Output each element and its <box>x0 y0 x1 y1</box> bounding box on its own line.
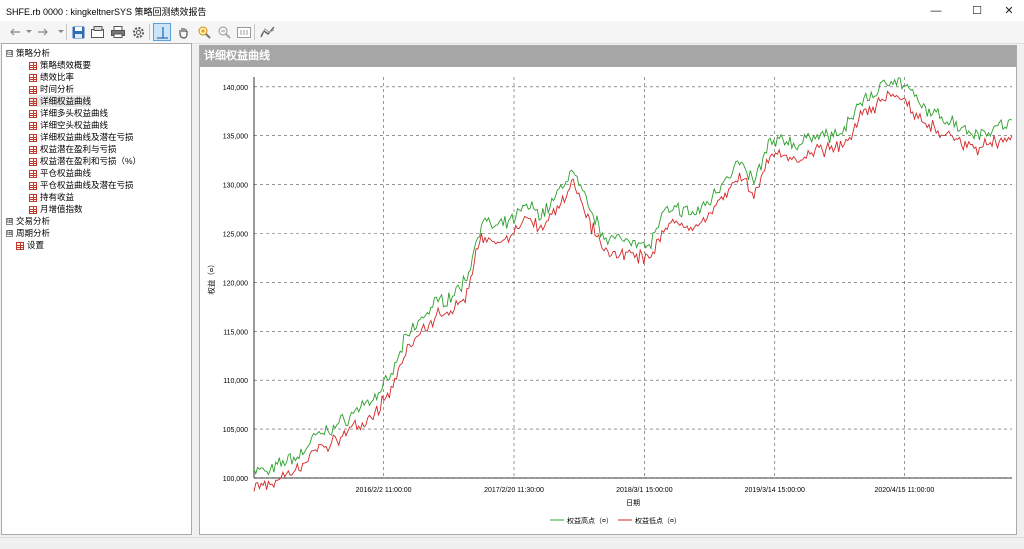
tree-item-label: 详细空头权益曲线 <box>40 120 109 130</box>
minimize-button[interactable]: — <box>930 4 942 17</box>
print-icon[interactable] <box>109 23 127 41</box>
tree-item-label: 持有收益 <box>40 192 75 202</box>
tree-group-strategy-analysis[interactable]: ⊟ 策略分析 <box>6 47 50 59</box>
tree-item-label: 绩效比率 <box>40 72 75 82</box>
status-bar <box>0 537 1024 549</box>
equity-chart[interactable]: 100,000 105,000 110,000 115,000 120,000 125,0… <box>200 67 1016 534</box>
forward-dropdown-icon[interactable] <box>52 23 70 41</box>
window-title: SHFE.rb 0000 : kingkeltnerSYS 策略回测绩效报告 <box>6 7 207 17</box>
tree-item-label: 平仓权益曲线及潜在亏损 <box>40 180 134 190</box>
x-tick-label: 2018/3/1 15:00:00 <box>616 487 673 494</box>
window-titlebar: SHFE.rb 0000 : kingkeltnerSYS 策略回测绩效报告 —… <box>0 0 1024 21</box>
chart-icon <box>29 109 37 118</box>
toolbar <box>0 21 1024 44</box>
tree-item-short-equity-curve[interactable]: 详细空头权益曲线 <box>29 119 108 131</box>
tree-item-label: 权益潜在盈利与亏损 <box>40 144 117 154</box>
chart-icon <box>29 97 37 106</box>
tree-item-equity-curve-potential-loss[interactable]: 详细权益曲线及潜在亏损 <box>29 131 134 143</box>
toolbar-separator <box>66 24 67 40</box>
tree-item-long-equity-curve[interactable]: 详细多头权益曲线 <box>29 107 108 119</box>
y-tick-label: 125,000 <box>223 231 248 238</box>
tree-item-settings[interactable]: 设置 <box>16 239 44 251</box>
x-tick-label: 2017/2/20 11:30:00 <box>484 487 544 494</box>
chart-icon <box>29 193 37 202</box>
y-tick-label: 100,000 <box>223 476 248 483</box>
y-tick-label: 105,000 <box>223 427 248 434</box>
tree-item-label: 详细权益曲线 <box>40 96 92 106</box>
y-tick-label: 140,000 <box>223 85 248 92</box>
tree-group-label: 周期分析 <box>16 228 51 238</box>
chart-icon <box>29 145 37 154</box>
tree-item-potential-profit-loss-percent[interactable]: 权益潜在盈利和亏损（%） <box>29 155 141 167</box>
expand-icon[interactable]: ⊞ <box>6 218 13 226</box>
chart-settings-icon[interactable] <box>258 23 276 41</box>
tree-item-label: 时间分析 <box>40 84 75 94</box>
y-axis-title: 权益（¤） <box>206 260 216 294</box>
chart-icon <box>29 121 37 130</box>
tree-item-label: 策略绩效概要 <box>40 60 92 70</box>
export-icon[interactable] <box>89 23 107 41</box>
x-tick-label: 2019/3/14 15:00:00 <box>745 487 805 494</box>
y-tick-label: 135,000 <box>223 134 248 141</box>
tree-group-label: 交易分析 <box>16 216 51 226</box>
chart-panel: 详细权益曲线 100,000 105,000 110,000 115,000 120,0… <box>199 45 1017 535</box>
chart-icon <box>29 169 37 178</box>
legend-label-low: 权益低点（¤） <box>635 516 681 525</box>
tree-group-period-analysis[interactable]: ⊞ 周期分析 <box>6 227 50 239</box>
forward-arrow-icon[interactable] <box>34 23 52 41</box>
zoom-in-icon[interactable] <box>195 23 213 41</box>
report-icon <box>29 73 37 82</box>
close-button[interactable]: ✕ <box>1004 5 1014 17</box>
x-axis-title: 日期 <box>626 499 640 507</box>
tree-item-monthly-value-index[interactable]: 月增值指数 <box>29 203 83 215</box>
tree-item-label: 权益潜在盈利和亏损（%） <box>40 156 142 166</box>
maximize-button[interactable]: ☐ <box>972 5 982 17</box>
toolbar-separator <box>149 24 150 40</box>
legend-label-high: 权益高点（¤） <box>567 516 613 525</box>
tree-item-time-analysis[interactable]: 时间分析 <box>29 83 74 95</box>
expand-icon[interactable]: ⊞ <box>6 230 13 238</box>
series-line-equity-high <box>253 77 1013 476</box>
tree-group-label: 策略分析 <box>16 48 51 58</box>
tree-item-label: 设置 <box>27 240 45 250</box>
series-line-equity-low <box>253 90 1013 492</box>
report-icon <box>29 61 37 70</box>
tree-item-performance-summary[interactable]: 策略绩效概要 <box>29 59 91 71</box>
chart-icon <box>29 133 37 142</box>
tree-item-closed-equity-curve[interactable]: 平仓权益曲线 <box>29 167 91 179</box>
x-tick-label: 2016/2/2 11:00:00 <box>356 487 412 494</box>
zoom-out-icon[interactable] <box>215 23 233 41</box>
y-tick-label: 130,000 <box>223 183 248 190</box>
chart-icon <box>29 205 37 214</box>
tree-item-performance-ratios[interactable]: 绩效比率 <box>29 71 74 83</box>
tree-item-closed-equity-potential-loss[interactable]: 平仓权益曲线及潜在亏损 <box>29 179 134 191</box>
back-dropdown-icon[interactable] <box>20 23 38 41</box>
chart-panel-title: 详细权益曲线 <box>200 46 1016 67</box>
y-tick-label: 115,000 <box>223 329 248 336</box>
y-tick-label: 120,000 <box>223 280 248 287</box>
tree-item-label: 详细多头权益曲线 <box>40 108 109 118</box>
tree-item-holding-returns[interactable]: 持有收益 <box>29 191 74 203</box>
y-tick-label: 110,000 <box>223 378 248 385</box>
chart-icon <box>29 181 37 190</box>
tree-item-label: 详细权益曲线及潜在亏损 <box>40 132 134 142</box>
tree-item-detailed-equity-curve[interactable]: 详细权益曲线 <box>29 95 92 107</box>
save-icon[interactable] <box>69 23 87 41</box>
settings-icon <box>16 241 24 250</box>
hand-pan-icon[interactable] <box>174 23 192 41</box>
toolbar-separator <box>254 24 255 40</box>
crosshair-icon[interactable] <box>153 23 171 41</box>
tree-group-trade-analysis[interactable]: ⊞ 交易分析 <box>6 215 50 227</box>
gear-icon[interactable] <box>129 23 147 41</box>
fit-view-icon[interactable] <box>235 23 253 41</box>
tree-item-potential-profit-loss[interactable]: 权益潜在盈利与亏损 <box>29 143 117 155</box>
tree-item-label: 月增值指数 <box>40 204 83 214</box>
chart-icon <box>29 157 37 166</box>
report-icon <box>29 85 37 94</box>
collapse-icon[interactable]: ⊟ <box>6 50 13 58</box>
report-tree: ⊟ 策略分析 策略绩效概要 绩效比率 时间分析 详细权益曲线 详细多头权益曲线 详… <box>1 43 192 535</box>
tree-item-label: 平仓权益曲线 <box>40 168 92 178</box>
x-tick-label: 2020/4/15 11:00:00 <box>874 487 934 494</box>
back-arrow-icon[interactable] <box>6 23 24 41</box>
